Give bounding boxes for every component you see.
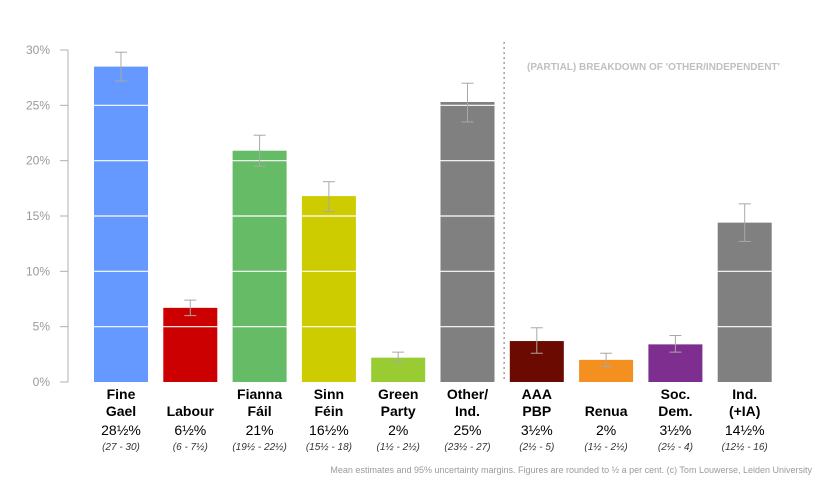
value-label: 6½% xyxy=(174,422,206,438)
bar xyxy=(94,66,148,382)
range-label: (1½ - 2½) xyxy=(377,442,420,453)
footnote: Mean estimates and 95% uncertainty margi… xyxy=(330,465,812,475)
range-label: (2½ - 4) xyxy=(658,442,693,453)
category-label: (+IA) xyxy=(729,403,761,419)
range-label: (12½ - 16) xyxy=(722,442,768,453)
y-tick-label: 30% xyxy=(26,43,50,57)
breakdown-annotation: (PARTIAL) BREAKDOWN OF 'OTHER/INDEPENDEN… xyxy=(527,62,780,73)
category-label: Gael xyxy=(106,403,136,419)
bar xyxy=(163,307,218,382)
category-label: Labour xyxy=(167,403,215,419)
value-label: 28½% xyxy=(101,422,141,438)
range-label: (15½ - 18) xyxy=(306,442,352,453)
category-label: PBP xyxy=(522,403,551,419)
category-label: Dem. xyxy=(658,403,692,419)
category-label: Sinn xyxy=(314,386,344,402)
y-tick-label: 5% xyxy=(33,320,51,334)
range-label: (19½ - 22½) xyxy=(232,442,286,453)
y-tick-label: 20% xyxy=(26,154,50,168)
range-label: (1½ - 2½) xyxy=(584,442,627,453)
bar xyxy=(301,196,356,382)
value-label: 3½% xyxy=(659,422,691,438)
y-tick-label: 10% xyxy=(26,264,50,278)
value-label: 16½% xyxy=(309,422,349,438)
bars xyxy=(94,51,772,382)
y-tick-label: 25% xyxy=(26,98,50,112)
range-label: (6 - 7½) xyxy=(173,442,208,453)
bar xyxy=(579,359,634,382)
category-label: Other/ xyxy=(447,386,488,402)
y-axis: 0% 5% 10% 15% 20% 25% 30% xyxy=(26,43,69,389)
y-tick-label: 15% xyxy=(26,209,50,223)
category-label: Soc. xyxy=(661,386,691,402)
value-label: 2% xyxy=(596,422,616,438)
range-label: (23½ - 27) xyxy=(444,442,490,453)
value-label: 21% xyxy=(246,422,274,438)
range-label: (27 - 30) xyxy=(102,442,140,453)
value-label: 3½% xyxy=(521,422,553,438)
category-label: Ind. xyxy=(732,386,757,402)
bar xyxy=(440,102,495,382)
category-label: Fine xyxy=(107,386,136,402)
bar xyxy=(232,150,287,382)
value-label: 2% xyxy=(388,422,408,438)
value-label: 14½% xyxy=(725,422,765,438)
value-label: 25% xyxy=(453,422,481,438)
category-label: Party xyxy=(381,403,416,419)
category-label: Ind. xyxy=(455,403,480,419)
category-label: Fáil xyxy=(248,403,272,419)
bar xyxy=(717,222,772,382)
category-label: Féin xyxy=(315,403,344,419)
category-label: AAA xyxy=(522,386,552,402)
category-label: Renua xyxy=(585,403,628,419)
category-label: Green xyxy=(378,386,418,402)
category-label: Fianna xyxy=(237,386,282,402)
y-tick-label: 0% xyxy=(33,375,51,389)
range-label: (2½ - 5) xyxy=(519,442,554,453)
